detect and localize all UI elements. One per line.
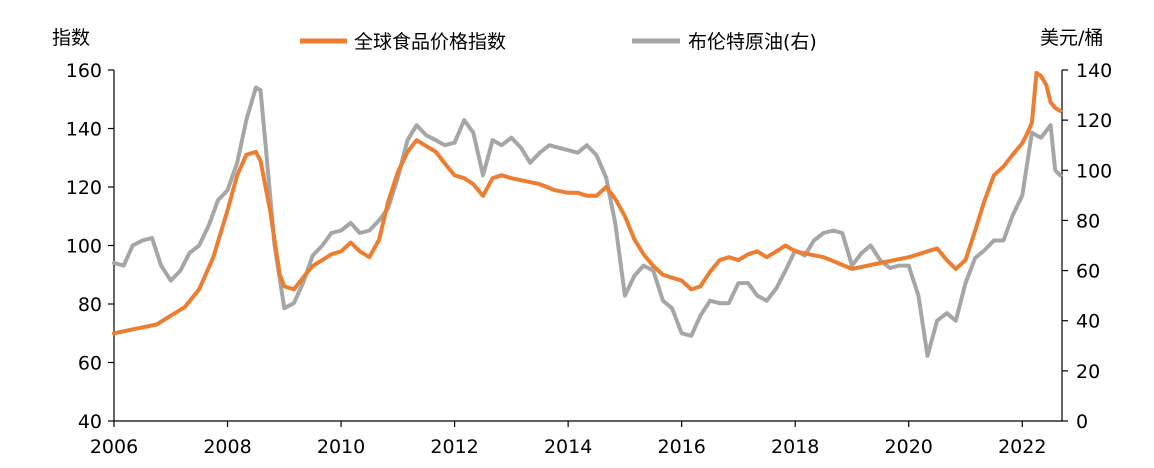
right-tick-label: 0: [1076, 411, 1088, 433]
right-axis-unit-label: 美元/桶: [1040, 27, 1103, 49]
series-line-food-index: [112, 70, 1063, 336]
ticks: 40 60 80 100 120 140 160 0 20 40 60 80 100 120 140 2006…: [66, 60, 1113, 458]
right-tick-label: 120: [1076, 110, 1112, 132]
left-tick-label: 120: [66, 177, 102, 199]
x-tick-label: 2018: [771, 436, 819, 458]
x-tick-label: 2016: [657, 436, 705, 458]
right-tick-label: 140: [1076, 60, 1112, 82]
x-tick-label: 2008: [203, 436, 251, 458]
legend-label-brent-oil: 布伦特原油(右): [688, 31, 817, 53]
right-tick-label: 60: [1076, 261, 1100, 283]
x-tick-label: 2012: [430, 436, 478, 458]
right-tick-label: 20: [1076, 361, 1100, 383]
left-tick-label: 160: [66, 60, 102, 82]
x-tick-label: 2006: [90, 436, 138, 458]
left-tick-label: 80: [78, 294, 102, 316]
x-tick-label: 2010: [317, 436, 365, 458]
left-tick-label: 140: [66, 119, 102, 141]
right-tick-label: 40: [1076, 311, 1100, 333]
x-tick-label: 2020: [885, 436, 933, 458]
x-tick-label: 2014: [544, 436, 592, 458]
series-line-brent-oil: [112, 85, 1063, 358]
left-tick-label: 60: [78, 353, 102, 375]
left-tick-label: 40: [78, 411, 102, 433]
left-axis-unit-label: 指数: [52, 27, 90, 49]
legend: 全球食品价格指数 布伦特原油(右): [300, 31, 817, 53]
left-tick-label: 100: [66, 236, 102, 258]
axes: [113, 70, 1063, 422]
series: [112, 70, 1063, 358]
x-tick-label: 2022: [998, 436, 1046, 458]
right-tick-label: 100: [1076, 160, 1112, 182]
legend-label-food-index: 全球食品价格指数: [354, 31, 506, 53]
right-tick-label: 80: [1076, 210, 1100, 232]
